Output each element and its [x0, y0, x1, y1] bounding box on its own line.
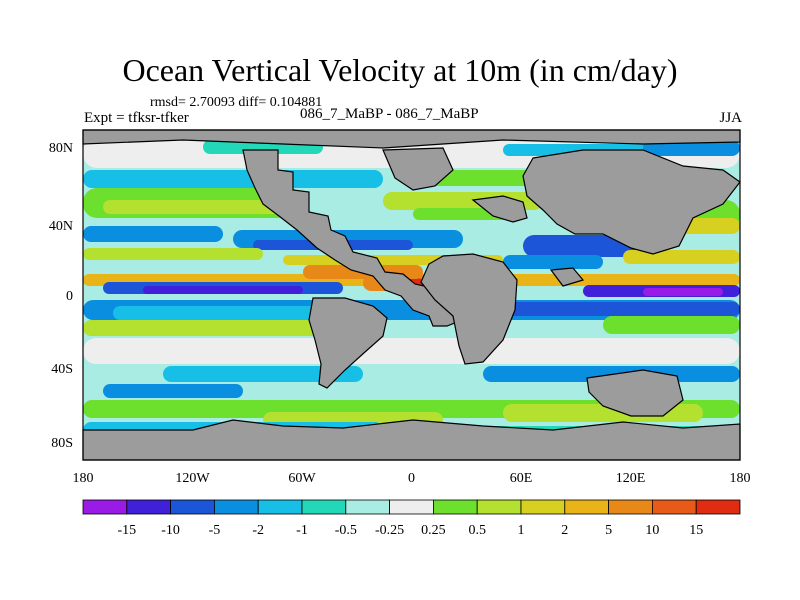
lat-label: 40S — [51, 362, 73, 377]
land-masses — [82, 129, 741, 461]
land-eurasia — [522, 149, 741, 255]
colorbar-label: 5 — [605, 523, 612, 538]
map-frame — [82, 129, 741, 461]
lat-label: 80S — [51, 436, 73, 451]
lat-label: 0 — [66, 289, 73, 304]
land-australia — [586, 369, 684, 417]
comparison-label: 086_7_MaBP - 086_7_MaBP — [300, 106, 479, 122]
lon-label: 60W — [288, 471, 316, 486]
colorbar-label: -1 — [296, 523, 308, 538]
velocity-patch — [503, 255, 603, 269]
land-south-america — [308, 297, 388, 389]
colorbar-label: -2 — [252, 523, 264, 538]
velocity-patch — [603, 316, 740, 334]
velocity-patch — [103, 200, 283, 214]
velocity-patch — [143, 286, 303, 294]
land-greenland — [382, 147, 454, 191]
lon-label: 180 — [73, 471, 94, 486]
land-europe — [471, 195, 528, 223]
colorbar-label: 15 — [689, 523, 703, 538]
colorbar-label: -5 — [209, 523, 221, 538]
velocity-patch — [83, 226, 223, 242]
colorbar-swatch — [170, 499, 215, 515]
colorbar-label: 0.25 — [421, 523, 446, 538]
colorbar-swatch — [695, 499, 741, 515]
land-africa — [420, 253, 518, 365]
colorbar-swatch — [389, 499, 434, 515]
colorbar-label: -0.25 — [375, 523, 404, 538]
colorbar-swatch — [608, 499, 653, 515]
velocity-patch — [163, 366, 363, 382]
colorbar-swatch — [345, 499, 390, 515]
velocity-patch — [83, 320, 333, 336]
velocity-patch — [503, 302, 740, 316]
chart-title: Ocean Vertical Velocity at 10m (in cm/da… — [122, 52, 678, 88]
colorbar-swatch — [257, 499, 303, 515]
colorbar-swatch — [301, 499, 347, 515]
lon-label: 180 — [730, 471, 751, 486]
velocity-patch — [523, 235, 643, 257]
land-maritime-continent — [549, 267, 585, 287]
velocity-patch — [643, 288, 723, 296]
colorbar-label: -10 — [161, 523, 180, 538]
colorbar-label: 2 — [561, 523, 568, 538]
velocity-patch — [113, 306, 333, 320]
southern-neutral-band — [83, 338, 740, 364]
colorbar-swatch — [126, 499, 172, 515]
velocity-patch — [623, 250, 740, 264]
colorbar-swatch — [476, 499, 522, 515]
colorbar-swatch — [564, 499, 609, 515]
colorbar-label: 10 — [645, 523, 659, 538]
colorbar-label: 0.5 — [468, 523, 486, 538]
lon-label: 60E — [510, 471, 533, 486]
colorbar-swatch — [652, 499, 697, 515]
velocity-patch — [83, 248, 263, 260]
experiment-label: Expt = tfksr-tfker — [84, 110, 189, 126]
lat-label: 40N — [49, 219, 73, 234]
stats-text: rmsd= 2.70093 diff= 0.104881 — [150, 95, 323, 110]
colorbar-swatch — [432, 499, 478, 515]
colorbar: -15 -10 -5 -2 -1 -0.5 -0.25 0.25 0.5 1 2 5 10 15 — [82, 499, 741, 538]
colorbar-swatch — [82, 499, 128, 515]
lon-label: 0 — [408, 471, 415, 486]
colorbar-label: 1 — [518, 523, 525, 538]
colorbar-swatch — [213, 499, 259, 515]
lon-label: 120E — [616, 471, 646, 486]
velocity-patch — [83, 170, 383, 188]
colorbar-label: -15 — [117, 523, 136, 538]
colorbar-swatch — [520, 499, 566, 515]
longitude-labels: 180 120W 60W 0 60E 120E 180 — [73, 471, 751, 486]
lat-label: 80N — [49, 141, 73, 156]
latitude-labels: 80N 40N 0 40S 80S — [49, 141, 73, 451]
lon-label: 120W — [175, 471, 210, 486]
colorbar-label: -0.5 — [335, 523, 357, 538]
season-label: JJA — [719, 110, 742, 126]
velocity-patch — [103, 384, 243, 398]
